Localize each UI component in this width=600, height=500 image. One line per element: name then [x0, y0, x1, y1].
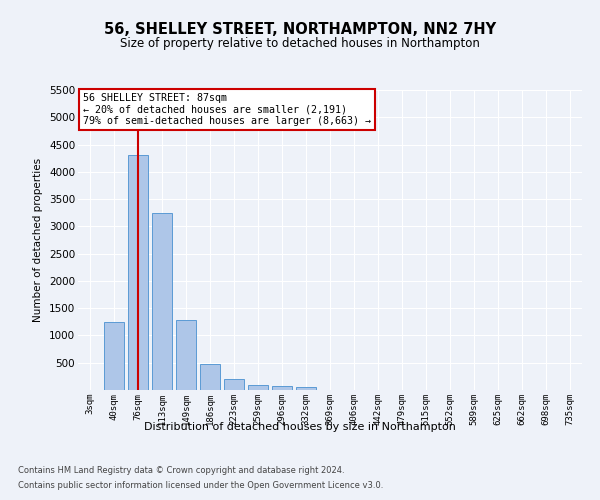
Text: 56, SHELLEY STREET, NORTHAMPTON, NN2 7HY: 56, SHELLEY STREET, NORTHAMPTON, NN2 7HY [104, 22, 496, 38]
Bar [152, 212, 172, 390]
Text: Size of property relative to detached houses in Northampton: Size of property relative to detached ho… [120, 38, 480, 51]
Text: Distribution of detached houses by size in Northampton: Distribution of detached houses by size … [144, 422, 456, 432]
Bar [128, 156, 148, 390]
Text: Contains HM Land Registry data © Crown copyright and database right 2024.: Contains HM Land Registry data © Crown c… [18, 466, 344, 475]
Bar [296, 388, 316, 390]
Bar [272, 386, 292, 390]
Bar [104, 322, 124, 390]
Text: 56 SHELLEY STREET: 87sqm
← 20% of detached houses are smaller (2,191)
79% of sem: 56 SHELLEY STREET: 87sqm ← 20% of detach… [83, 93, 371, 126]
Y-axis label: Number of detached properties: Number of detached properties [34, 158, 43, 322]
Bar [200, 364, 220, 390]
Bar [224, 379, 244, 390]
Text: Contains public sector information licensed under the Open Government Licence v3: Contains public sector information licen… [18, 481, 383, 490]
Bar [248, 384, 268, 390]
Bar [176, 320, 196, 390]
